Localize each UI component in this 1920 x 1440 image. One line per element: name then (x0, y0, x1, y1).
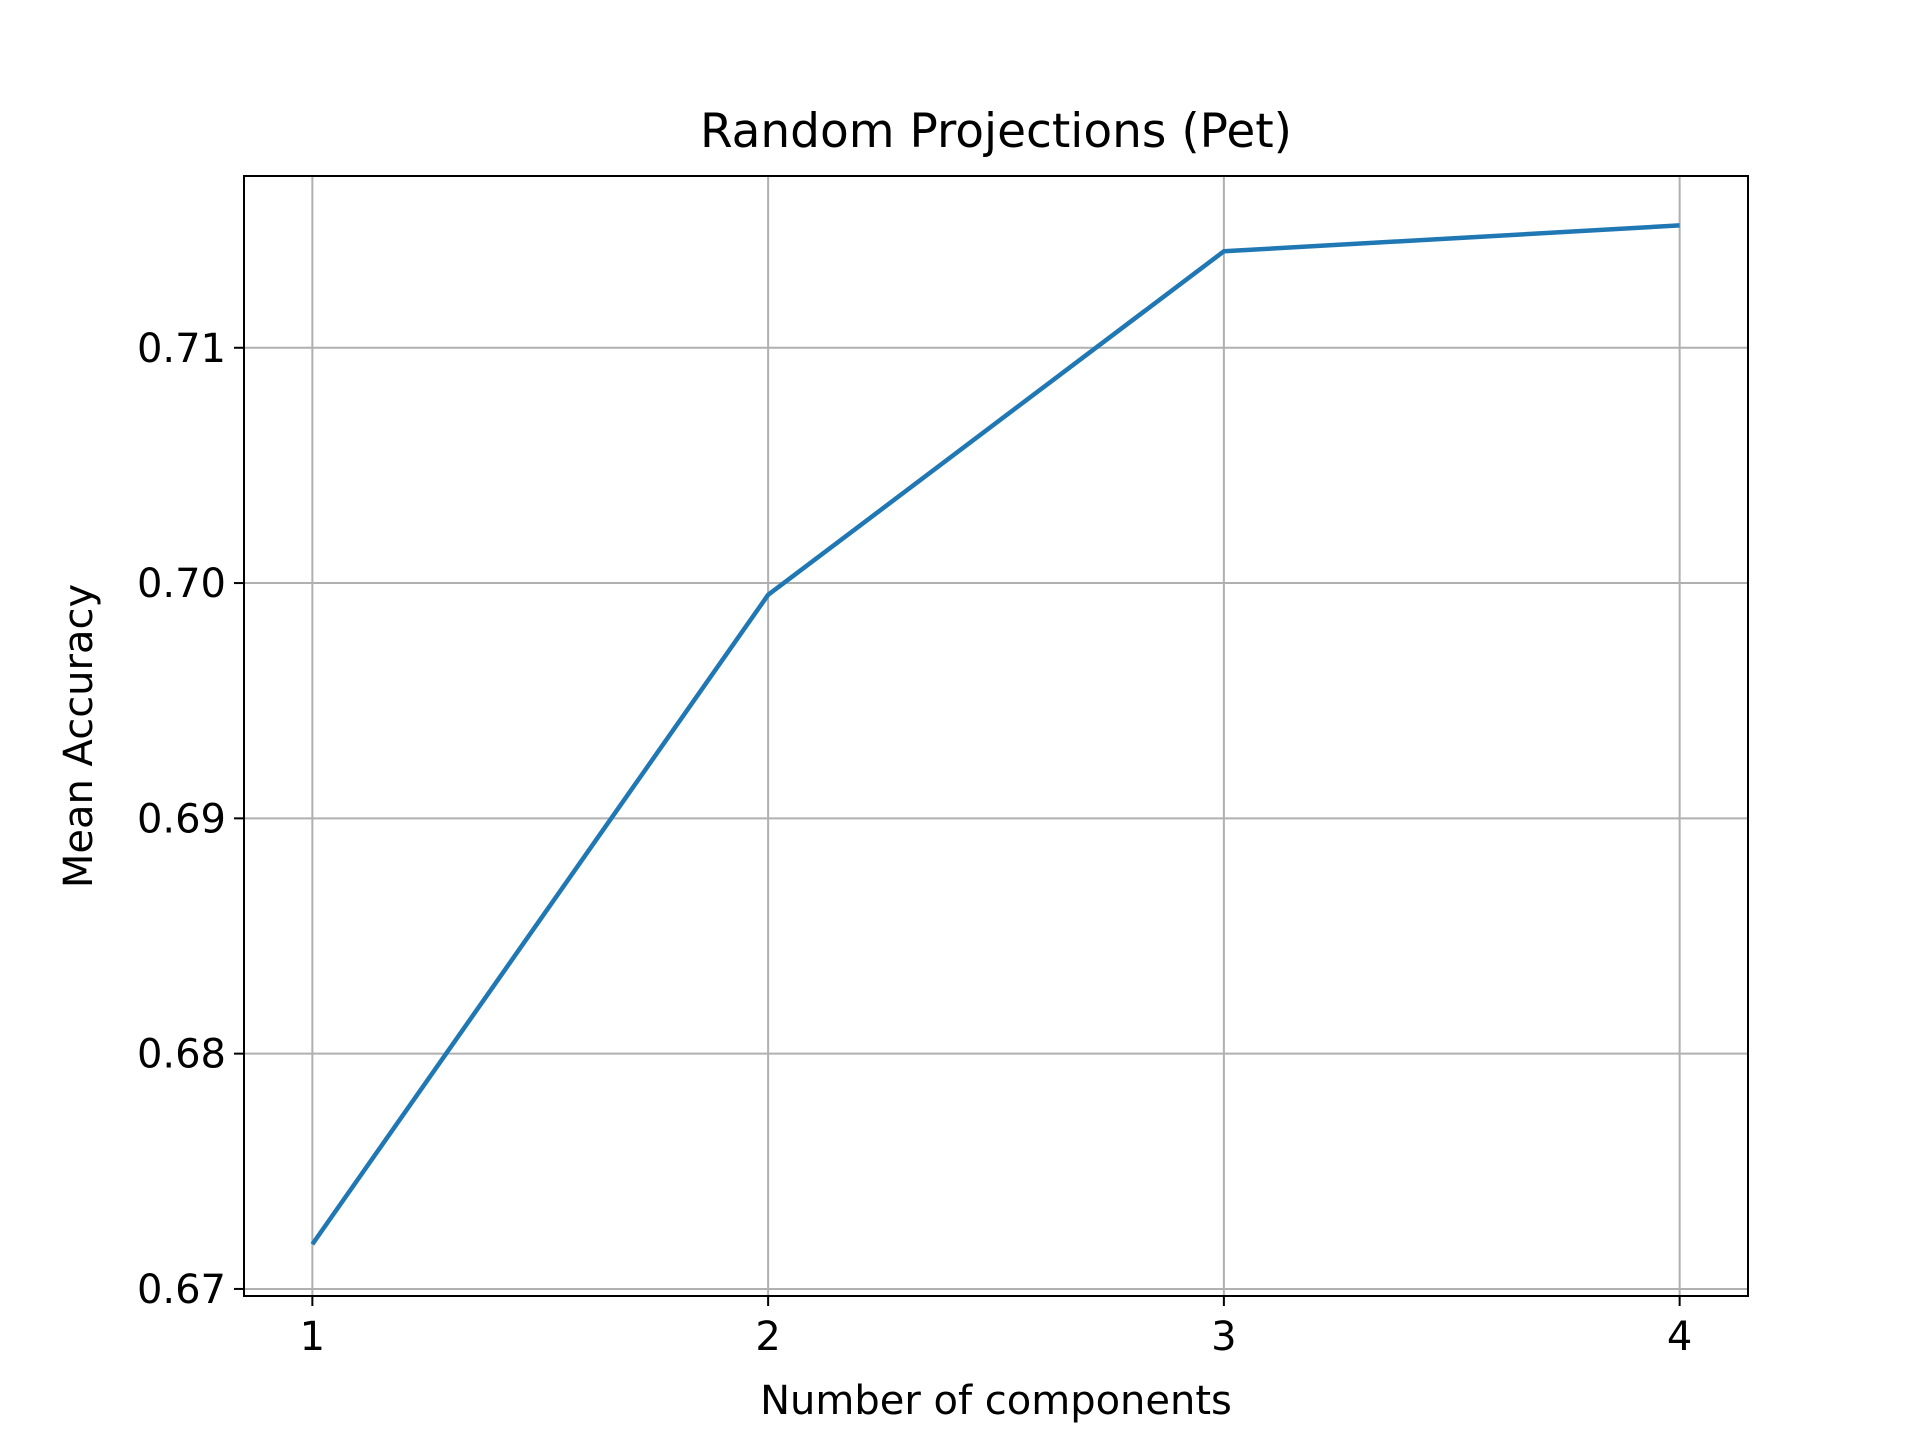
y-axis-ticks: 0.67 0.68 0.69 0.70 0.71 (137, 326, 244, 1313)
y-axis-label: Mean Accuracy (56, 584, 102, 888)
series-layer (310, 223, 1680, 1246)
x-tick-label: 4 (1667, 1314, 1692, 1360)
x-tick-label: 3 (1211, 1314, 1236, 1360)
x-tick-label: 2 (755, 1314, 780, 1360)
plot-area-frame (243, 175, 1749, 1297)
y-tick-label: 0.67 (137, 1267, 226, 1313)
y-tick-label: 0.68 (137, 1032, 226, 1078)
y-tick-label: 0.69 (137, 796, 226, 842)
grid-lines (244, 176, 1748, 1296)
x-axis-ticks: 1 2 3 4 (300, 1296, 1692, 1360)
y-tick-label: 0.71 (137, 326, 226, 372)
chart-title: Random Projections (Pet) (700, 104, 1292, 159)
y-tick-label: 0.70 (137, 561, 226, 607)
series-line (310, 223, 1680, 1246)
x-tick-label: 1 (300, 1314, 325, 1360)
x-axis-label: Number of components (760, 1378, 1232, 1424)
